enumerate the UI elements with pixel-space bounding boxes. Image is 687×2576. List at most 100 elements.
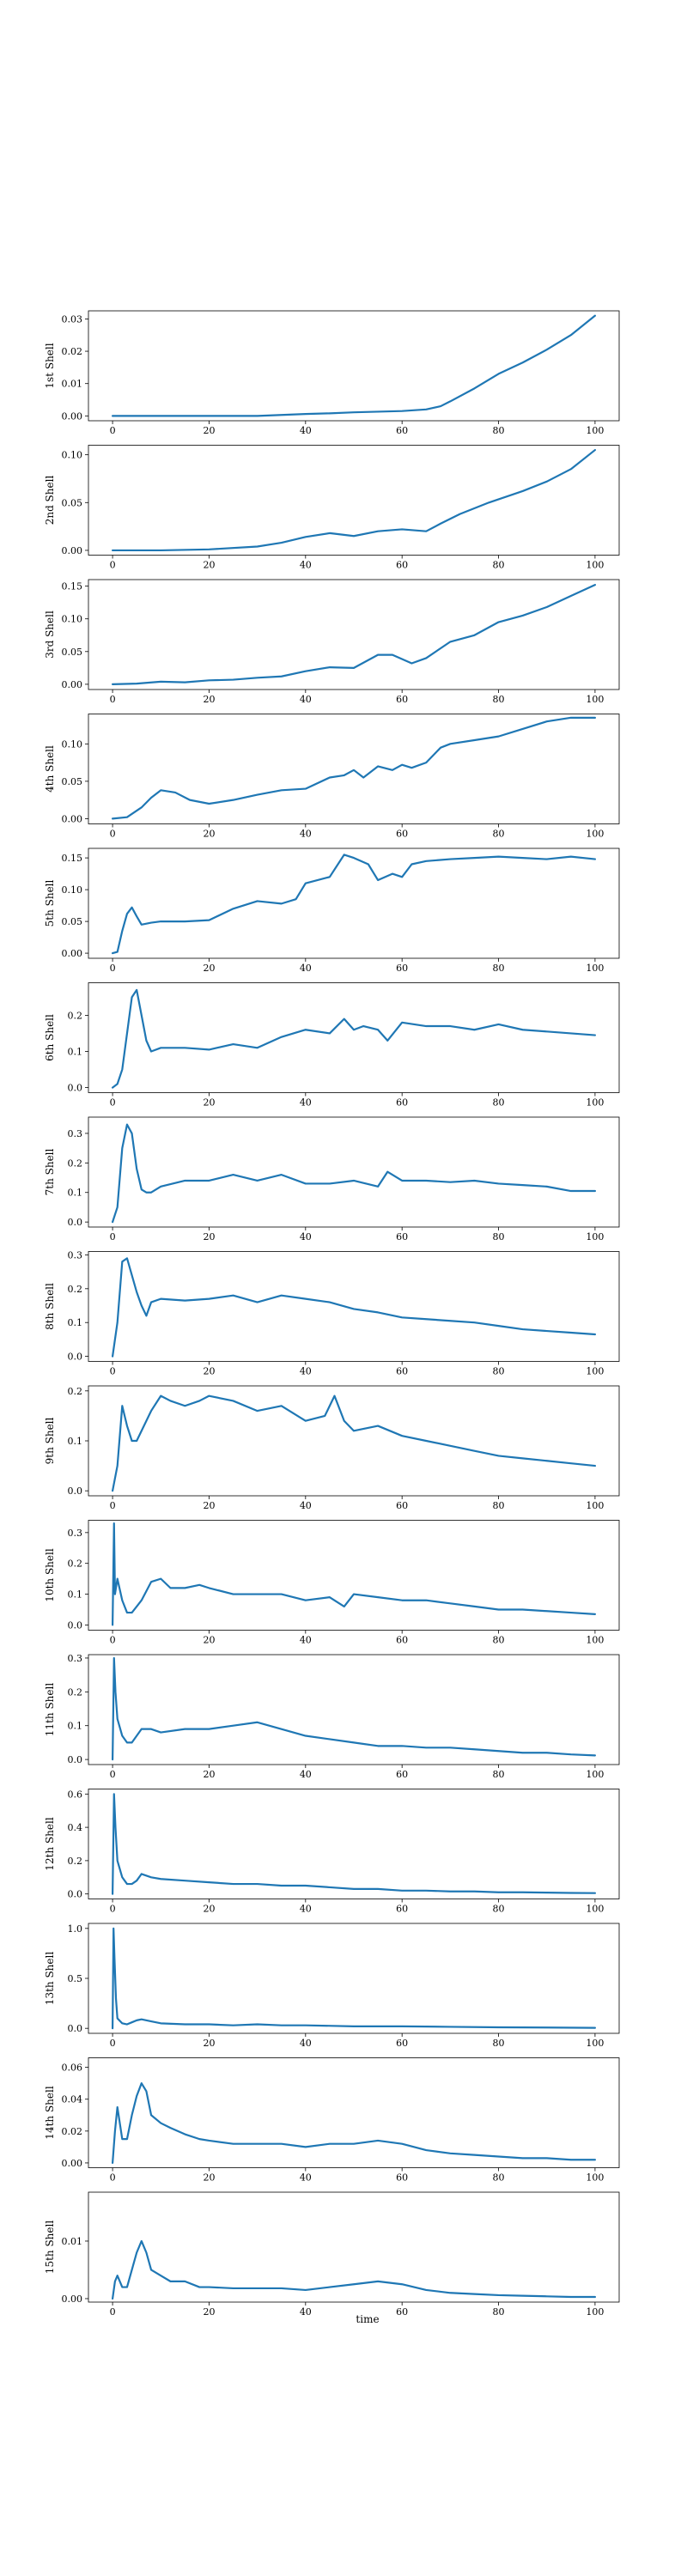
y-tick-label: 1.0	[68, 1923, 83, 1935]
y-tick-label: 0.04	[62, 2094, 83, 2105]
y-tick-label: 0.00	[62, 2158, 83, 2169]
x-tick-label: 20	[203, 2038, 215, 2049]
y-axis-label: 8th Shell	[44, 1283, 56, 1330]
axes-frame	[88, 2057, 620, 2168]
x-tick-label: 60	[396, 694, 408, 705]
y-tick-label: 0.10	[62, 738, 83, 750]
x-tick-label: 40	[300, 2038, 312, 2049]
y-tick-label: 0.10	[62, 884, 83, 896]
subplot-panel: 0 20 40 60 80 100 0.0 0.1 0.2 9th Shell	[44, 1385, 620, 1511]
subplot-panel: 0 20 40 60 80 100 0.0 0.1 0.2 0.3 7th Shell	[44, 1116, 620, 1242]
x-tick-label: 0	[110, 694, 116, 705]
x-tick-label: 0	[110, 2038, 116, 2049]
axes-frame	[88, 1520, 620, 1631]
x-tick-label: 100	[586, 1097, 604, 1109]
y-tick-label: 0.00	[62, 2293, 83, 2305]
x-tick-label: 40	[300, 1097, 312, 1109]
x-tick-label: 60	[396, 2172, 408, 2184]
x-tick-label: 20	[203, 1904, 215, 1915]
x-tick-label: 100	[586, 829, 604, 840]
x-tick-label: 40	[300, 1231, 312, 1242]
x-tick-label: 60	[396, 829, 408, 840]
y-tick-label: 0.6	[68, 1789, 83, 1800]
y-tick-label: 0.05	[62, 647, 83, 658]
x-tick-label: 60	[396, 2306, 408, 2318]
y-tick-label: 0.03	[62, 313, 83, 325]
series-line	[111, 2082, 597, 2165]
x-tick-label: 0	[110, 1366, 116, 1377]
x-tick-label: 20	[203, 1769, 215, 1780]
subplot-panel: 0 20 40 60 80 100 0.00 0.05 0.10 4th Shell	[44, 714, 620, 840]
axes-frame	[88, 579, 620, 690]
y-tick-label: 0.10	[62, 614, 83, 625]
x-tick-label: 40	[300, 2306, 312, 2318]
y-tick-label: 0.3	[68, 1653, 83, 1664]
x-tick-label: 100	[586, 1500, 604, 1511]
x-tick-label: 40	[300, 560, 312, 571]
x-tick-label: 80	[493, 963, 505, 974]
y-tick-label: 0.01	[62, 379, 83, 390]
x-tick-label: 0	[110, 1500, 116, 1511]
y-tick-label: 0.2	[68, 1686, 83, 1698]
x-tick-label: 100	[586, 1231, 604, 1242]
x-tick-label: 0	[110, 1904, 116, 1915]
axes-frame	[88, 848, 620, 959]
y-tick-label: 0.1	[68, 1317, 83, 1328]
y-tick-label: 0.00	[62, 545, 83, 556]
axes-frame	[88, 982, 620, 1093]
y-axis-label: 15th Shell	[44, 2221, 56, 2275]
series-line	[111, 1656, 597, 1761]
axes-frame	[88, 1789, 620, 1899]
subplot-panel: 0 20 40 60 80 100 0.00 0.05 0.10 0.15 3rd Shell	[44, 579, 620, 705]
x-tick-label: 80	[493, 1366, 505, 1377]
x-tick-label: 20	[203, 694, 215, 705]
y-tick-label: 0.00	[62, 679, 83, 690]
x-tick-label: 0	[110, 425, 116, 436]
x-tick-label: 20	[203, 1366, 215, 1377]
y-axis-label: 13th Shell	[44, 1952, 56, 2006]
x-tick-label: 100	[586, 1769, 604, 1780]
subplot-panel: 0 20 40 60 80 100 0.00 0.01 15th Shell	[44, 2191, 620, 2318]
x-tick-label: 80	[493, 1769, 505, 1780]
y-axis-label: 11th Shell	[44, 1683, 56, 1737]
y-axis-label: 5th Shell	[44, 879, 56, 927]
y-tick-label: 0.02	[62, 2126, 83, 2137]
x-tick-label: 60	[396, 425, 408, 436]
y-tick-label: 0.1	[68, 1589, 83, 1601]
x-tick-label: 20	[203, 963, 215, 974]
axes-frame	[88, 1116, 620, 1228]
x-tick-label: 60	[396, 1097, 408, 1109]
y-tick-label: 0.0	[68, 2023, 83, 2034]
x-tick-label: 80	[493, 1097, 505, 1109]
y-tick-label: 0.05	[62, 776, 83, 787]
series-line	[111, 1257, 597, 1358]
y-tick-label: 0.2	[68, 1157, 83, 1169]
axes-frame	[88, 1251, 620, 1362]
x-tick-label: 80	[493, 1500, 505, 1511]
x-axis-label: time	[356, 2313, 379, 2325]
x-tick-label: 20	[203, 425, 215, 436]
y-tick-label: 0.2	[68, 1856, 83, 1867]
y-tick-label: 0.0	[68, 1485, 83, 1497]
x-tick-label: 0	[110, 1231, 116, 1242]
x-tick-label: 40	[300, 1904, 312, 1915]
y-axis-label: 4th Shell	[44, 745, 56, 793]
x-tick-label: 40	[300, 2172, 312, 2184]
x-tick-label: 80	[493, 425, 505, 436]
y-tick-label: 0.15	[62, 581, 83, 592]
subplot-panel: 0 20 40 60 80 100 0.0 0.1 0.2 6th Shell	[44, 982, 620, 1109]
x-tick-label: 40	[300, 963, 312, 974]
x-tick-label: 100	[586, 963, 604, 974]
x-tick-label: 100	[586, 2306, 604, 2318]
y-tick-label: 0.4	[68, 1822, 83, 1833]
x-tick-label: 40	[300, 829, 312, 840]
x-tick-label: 20	[203, 829, 215, 840]
x-tick-label: 0	[110, 963, 116, 974]
y-tick-label: 0.06	[62, 2063, 83, 2074]
x-tick-label: 60	[396, 560, 408, 571]
y-axis-label: 7th Shell	[44, 1148, 56, 1195]
x-tick-label: 20	[203, 560, 215, 571]
axes-frame	[88, 310, 620, 422]
y-tick-label: 0.10	[62, 450, 83, 461]
x-tick-label: 60	[396, 1904, 408, 1915]
